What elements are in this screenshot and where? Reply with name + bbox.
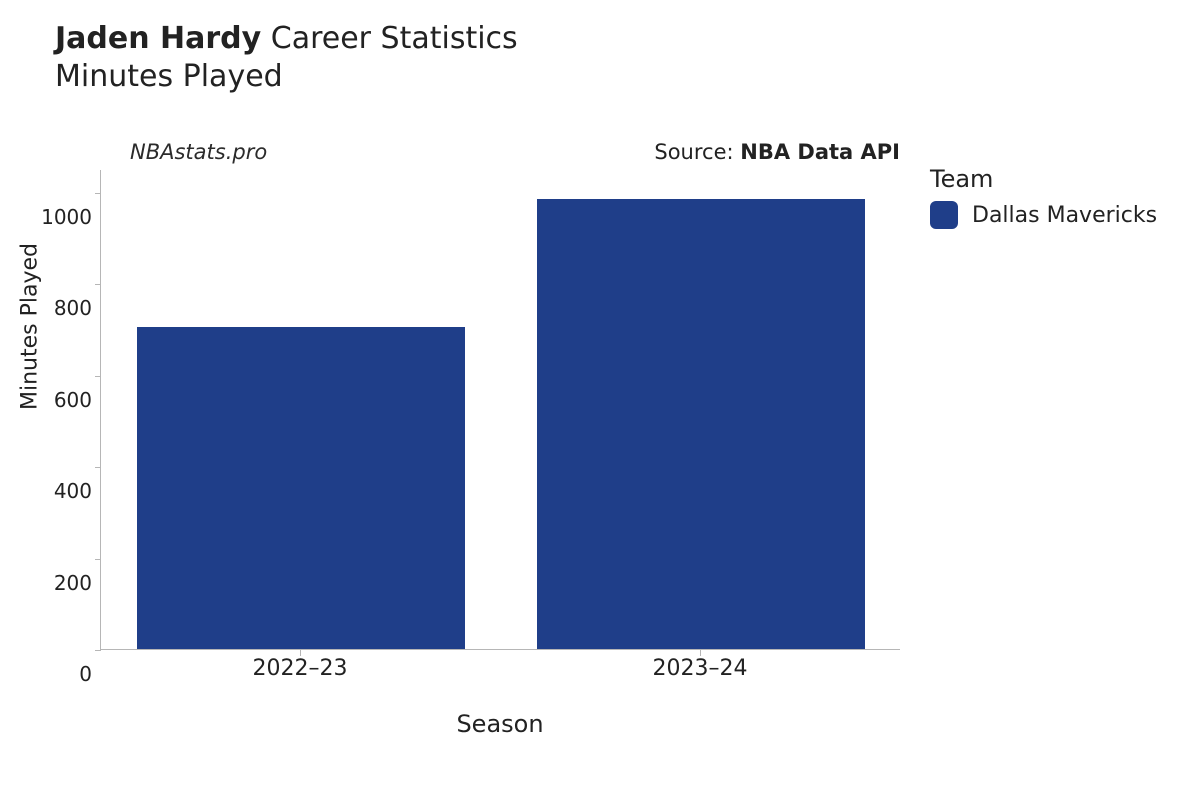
- ytick-mark: [95, 467, 101, 468]
- ytick-label: 400: [12, 479, 92, 503]
- plot-area: [100, 170, 900, 650]
- ytick-label: 1000: [12, 205, 92, 229]
- player-name: Jaden Hardy: [55, 21, 261, 56]
- bar: [137, 327, 465, 649]
- ytick-label: 600: [12, 388, 92, 412]
- title-suffix: Career Statistics: [261, 21, 517, 56]
- chart-subtitle: Minutes Played: [55, 58, 518, 96]
- chart-container: Jaden Hardy Career Statistics Minutes Pl…: [0, 0, 1200, 800]
- ytick-mark: [95, 376, 101, 377]
- source-prefix: Source:: [654, 140, 740, 164]
- ytick-label: 800: [12, 296, 92, 320]
- legend-label: Dallas Mavericks: [972, 203, 1157, 228]
- source-name: NBA Data API: [740, 140, 900, 164]
- bar: [537, 199, 865, 649]
- ytick-mark: [95, 193, 101, 194]
- legend-swatch: [930, 201, 958, 229]
- ytick-label: 0: [12, 662, 92, 686]
- legend-item: Dallas Mavericks: [930, 201, 1157, 229]
- ytick-mark: [95, 650, 101, 651]
- xtick-label: 2023–24: [653, 656, 748, 681]
- ytick-mark: [95, 284, 101, 285]
- legend: Team Dallas Mavericks: [930, 165, 1157, 229]
- source-credit: Source: NBA Data API: [654, 140, 900, 164]
- chart-title-line1: Jaden Hardy Career Statistics: [55, 20, 518, 58]
- legend-title: Team: [930, 165, 1157, 193]
- watermark-text: NBAstats.pro: [130, 140, 267, 164]
- ytick-mark: [95, 559, 101, 560]
- chart-title-block: Jaden Hardy Career Statistics Minutes Pl…: [55, 20, 518, 95]
- legend-items: Dallas Mavericks: [930, 201, 1157, 229]
- xtick-label: 2022–23: [253, 656, 348, 681]
- ytick-label: 200: [12, 571, 92, 595]
- y-axis-label: Minutes Played: [18, 243, 43, 410]
- x-axis-label: Season: [456, 710, 543, 738]
